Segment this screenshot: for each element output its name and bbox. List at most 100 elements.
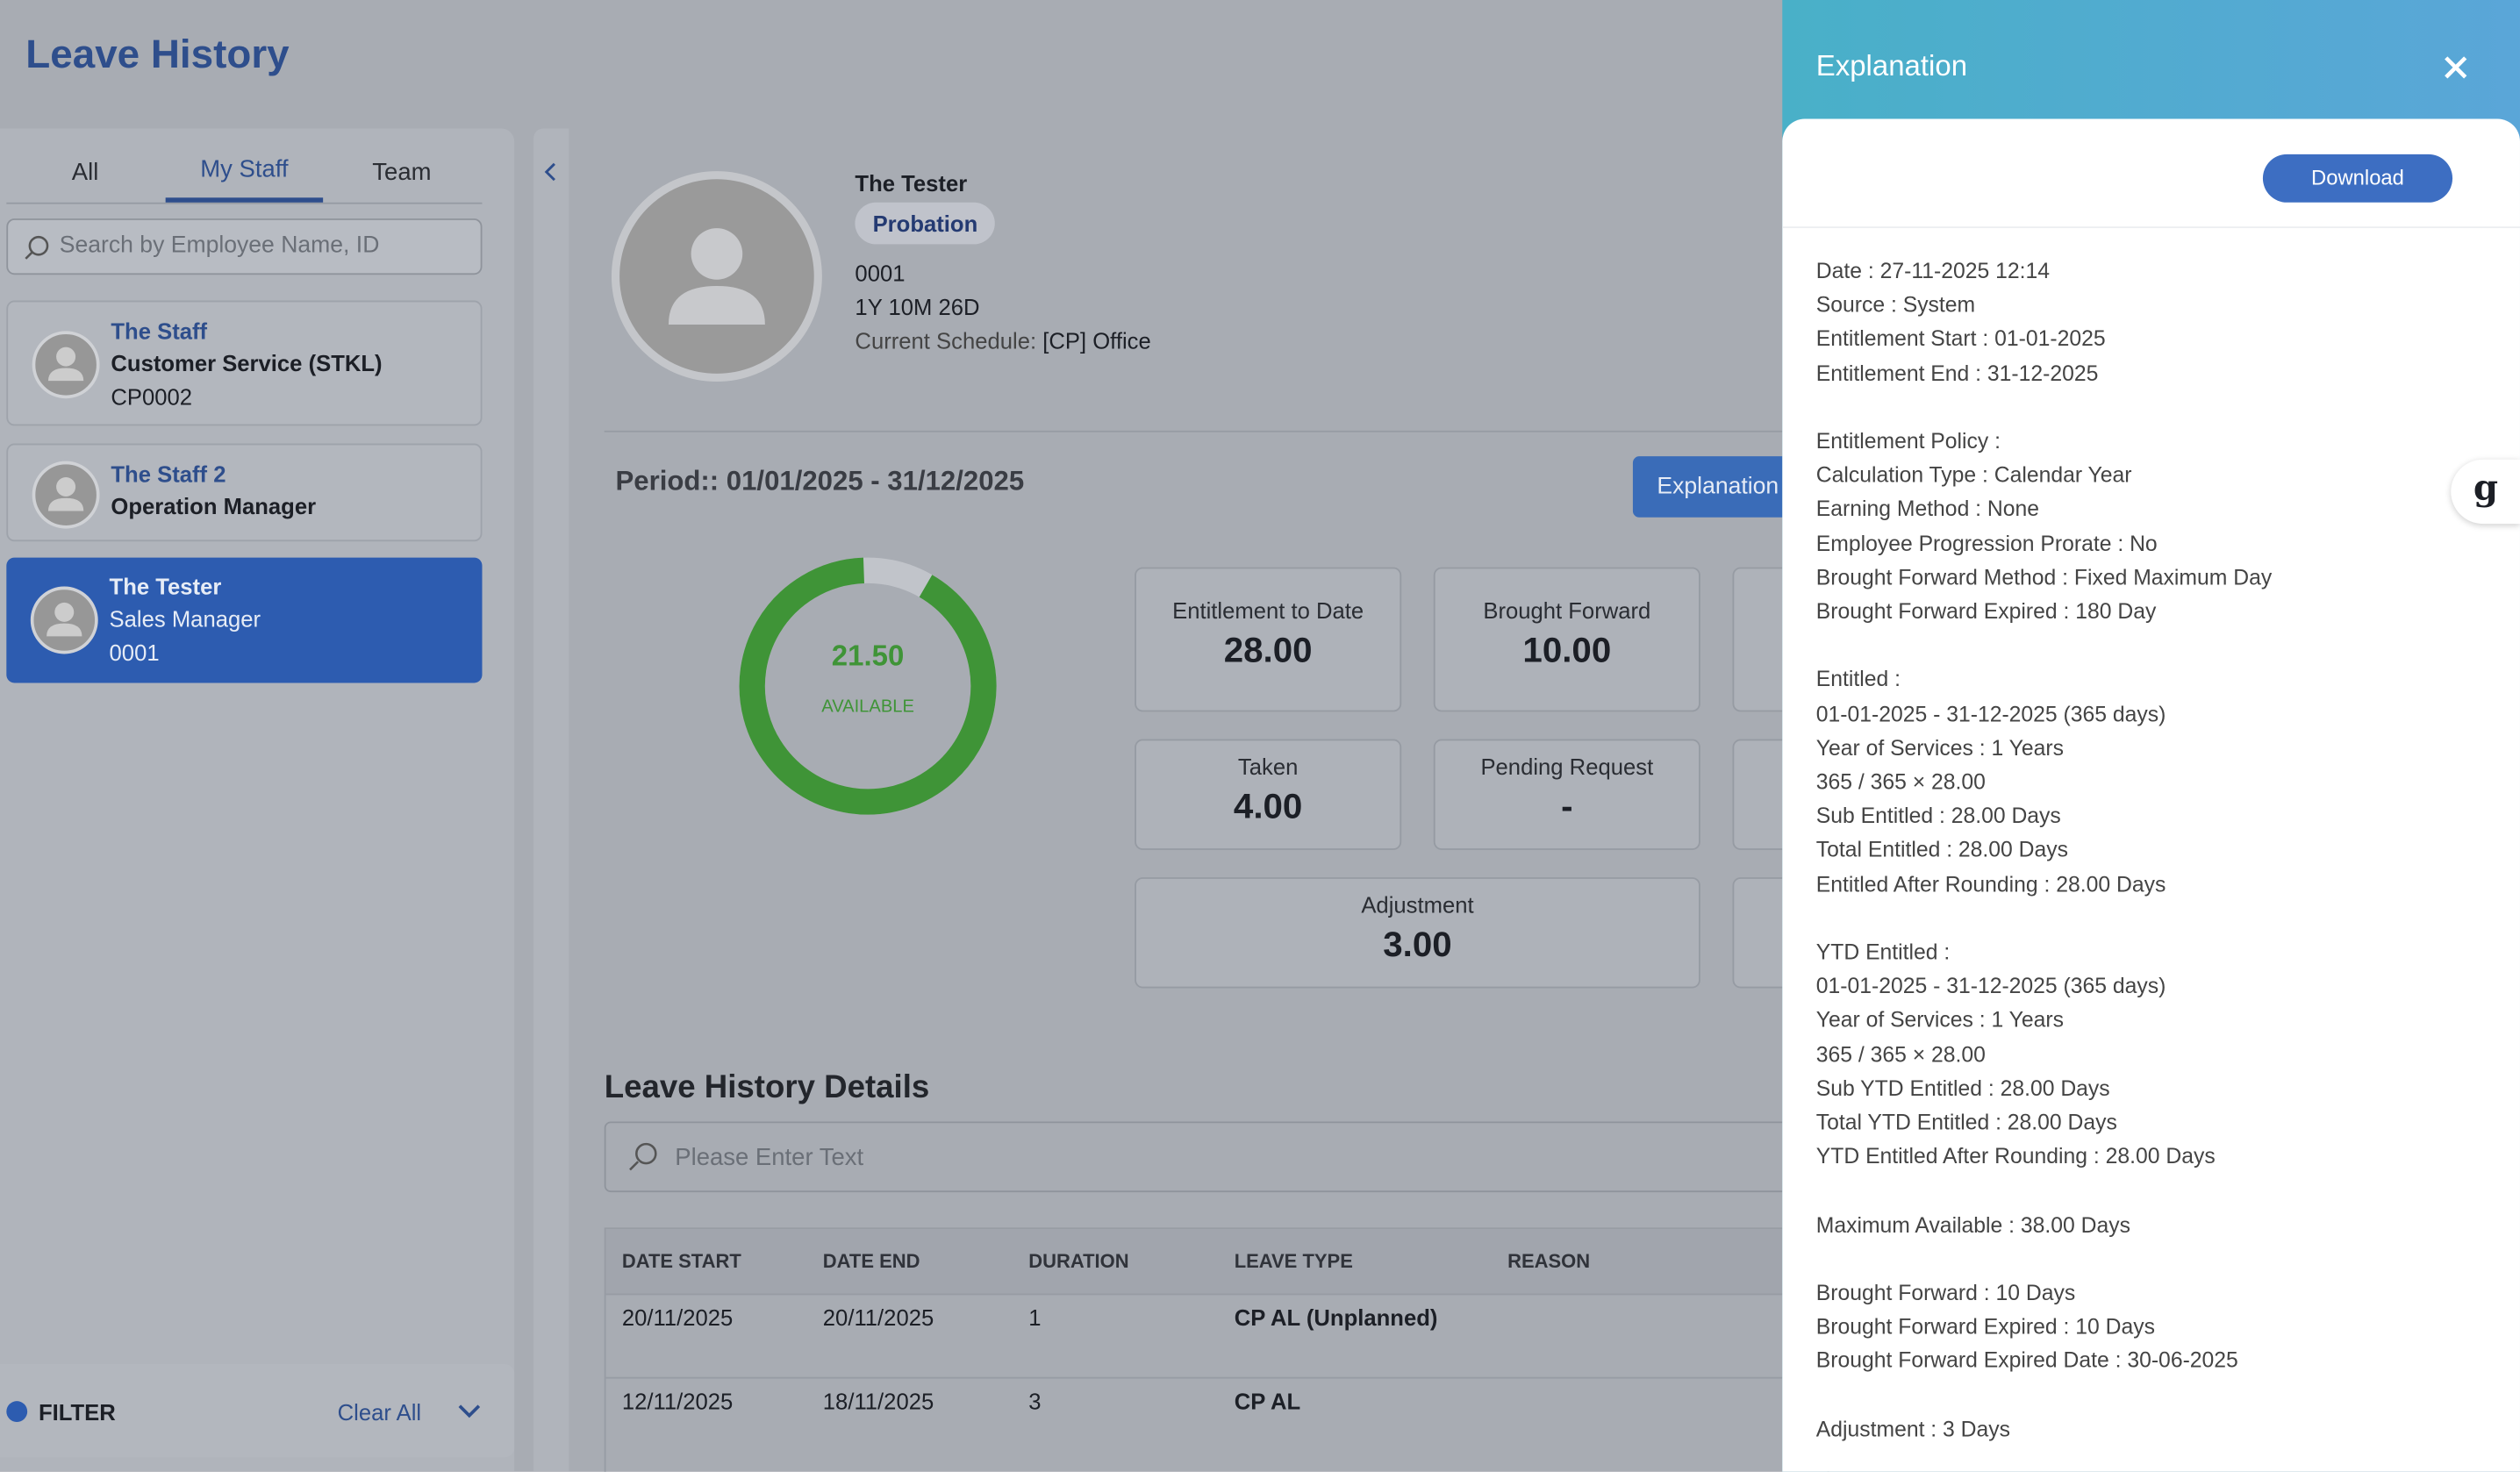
employee-search[interactable]: Search by Employee Name, ID — [6, 218, 483, 275]
explanation-line: Brought Forward Method : Fixed Maximum D… — [1815, 565, 2273, 590]
stat-card: Entitlement to Date 28.00 — [1135, 567, 1402, 712]
table-cell: 3 — [1028, 1388, 1042, 1414]
stat-card: Brought Forward 10.00 — [1433, 567, 1700, 712]
column-header: LEAVE TYPE — [1234, 1250, 1353, 1273]
employee-id: CP0002 — [111, 383, 193, 411]
explanation-line: Entitlement Policy : — [1815, 429, 2001, 454]
search-icon — [25, 235, 49, 260]
avatar — [611, 171, 822, 382]
stat-label: Taken — [1237, 754, 1299, 780]
explanation-line: Entitlement End : 31-12-2025 — [1815, 361, 2099, 385]
table-cell: 12/11/2025 — [621, 1388, 734, 1414]
schedule: Current Schedule: [CP] Office — [855, 328, 1150, 354]
tab[interactable]: Team — [372, 159, 432, 187]
stat-card: Pending Request - — [1433, 739, 1700, 850]
column-header: DURATION — [1028, 1250, 1129, 1273]
details-search[interactable]: Please Enter Text — [604, 1121, 1829, 1193]
profile-tenure: 1Y 10M 26D — [855, 294, 980, 320]
explanation-line: Year of Services : 1 Years — [1815, 1008, 2065, 1033]
search-placeholder: Please Enter Text — [675, 1144, 864, 1172]
explanation-line: Brought Forward Expired : 180 Day — [1815, 599, 2157, 624]
explanation-line: 365 / 365 × 28.00 — [1815, 1041, 1986, 1067]
explanation-line: 01-01-2025 - 31-12-2025 (365 days) — [1815, 701, 2166, 726]
explanation-line: Year of Services : 1 Years — [1815, 735, 2065, 760]
divider — [1782, 226, 2520, 229]
tab-underline — [165, 197, 324, 203]
clear-all[interactable]: Clear All — [337, 1399, 422, 1426]
explanation-line: Employee Progression Prorate : No — [1815, 531, 2158, 555]
stat-label: Brought Forward — [1483, 597, 1651, 624]
table-header — [605, 1229, 1828, 1296]
table-cell: 1 — [1028, 1304, 1042, 1331]
tab[interactable]: My Staff — [200, 155, 289, 183]
stat-label: Adjustment — [1361, 891, 1474, 918]
table-cell: 18/11/2025 — [822, 1388, 934, 1414]
donut-value: 21.50 — [831, 639, 905, 672]
stat-value: 3.00 — [1383, 924, 1452, 964]
employee-card[interactable]: The Staff Customer Service (STKL) CP0002 — [6, 300, 483, 426]
close-button[interactable] — [2443, 54, 2468, 80]
table-cell: 20/11/2025 — [621, 1304, 734, 1331]
search-icon — [629, 1142, 657, 1171]
panel-body: Download Date : 27-11-2025 12:14 Source :… — [1782, 118, 2520, 1472]
table-cell: CP AL — [1234, 1388, 1301, 1414]
explanation-line: Date : 27-11-2025 12:14 — [1815, 258, 2050, 283]
employee-name: The Staff — [111, 318, 208, 344]
page-title: Leave History — [25, 32, 290, 77]
filter-dot — [6, 1401, 28, 1422]
tab[interactable]: All — [71, 159, 99, 187]
details-title: Leave History Details — [604, 1069, 930, 1106]
employee-name: The Staff 2 — [111, 461, 226, 487]
explanation-line: Maximum Available : 38.00 Days — [1815, 1212, 2130, 1237]
explanation-button[interactable]: Explanation — [1632, 456, 1810, 518]
stat-value: - — [1561, 785, 1573, 826]
explanation-line: Total YTD Entitled : 28.00 Days — [1815, 1110, 2117, 1135]
stat-label: Pending Request — [1480, 754, 1654, 780]
column-header: DATE END — [822, 1250, 920, 1273]
explanation-line: Brought Forward Expired : 10 Days — [1815, 1314, 2155, 1340]
explanation-line: Entitled : — [1815, 667, 1901, 692]
employee-avatar — [32, 331, 100, 399]
employee-role: Customer Service (STKL) — [111, 350, 383, 376]
tabs: All My Staff Team — [6, 129, 483, 204]
collapse-bar[interactable] — [533, 128, 569, 1472]
status-badge: Probation — [855, 202, 996, 245]
explanation-line: Sub Entitled : 28.00 Days — [1815, 804, 2061, 828]
explanation-line: Total Entitled : 28.00 Days — [1815, 837, 2069, 862]
chevron[interactable] — [456, 1403, 482, 1422]
explanation-line: 365 / 365 × 28.00 — [1815, 769, 1986, 794]
column-header: REASON — [1507, 1250, 1591, 1273]
explanation-line: 01-01-2025 - 31-12-2025 (365 days) — [1815, 974, 2166, 998]
explanation-line: Earning Method : None — [1815, 497, 2040, 522]
divider — [604, 430, 1794, 432]
stat-label: Entitlement to Date — [1172, 597, 1364, 624]
filter-label: FILTER — [38, 1399, 116, 1426]
explanation-line: YTD Entitled After Rounding : 28.00 Days — [1815, 1144, 2216, 1168]
donut-label: AVAILABLE — [821, 697, 914, 717]
explanation-panel: Explanation Download Date : 27-11-2025 1… — [1782, 0, 2520, 1472]
row-divider — [605, 1376, 1828, 1379]
grammar-widget[interactable]: g — [2451, 459, 2520, 525]
download-button[interactable]: Download — [2262, 154, 2453, 203]
stat-value: 4.00 — [1233, 785, 1303, 826]
employee-card[interactable]: The Staff 2 Operation Manager — [6, 443, 483, 542]
employee-role: Operation Manager — [111, 493, 317, 519]
profile-name: The Tester — [855, 170, 968, 197]
explanation-line: Calculation Type : Calendar Year — [1815, 462, 2132, 488]
explanation-line: YTD Entitled : — [1815, 940, 1951, 964]
stat-value: 10.00 — [1522, 629, 1612, 670]
collapse-icon — [544, 162, 555, 182]
stat-card: Taken 4.00 — [1135, 739, 1402, 850]
column-header: DATE START — [621, 1250, 741, 1273]
table-cell: 20/11/2025 — [822, 1304, 934, 1331]
employee-card[interactable]: The Tester Sales Manager 0001 — [6, 557, 483, 683]
schedule-label: Current Schedule: — [855, 327, 1037, 354]
stat-value: 28.00 — [1223, 629, 1313, 670]
explanation-line: Sub YTD Entitled : 28.00 Days — [1815, 1075, 2110, 1101]
panel-title: Explanation — [1815, 49, 1968, 82]
explanation-line: Adjustment : 3 Days — [1815, 1417, 2011, 1441]
stat-card: Adjustment 3.00 — [1135, 877, 1700, 989]
profile-id: 0001 — [855, 260, 906, 287]
employee-avatar — [32, 460, 100, 528]
